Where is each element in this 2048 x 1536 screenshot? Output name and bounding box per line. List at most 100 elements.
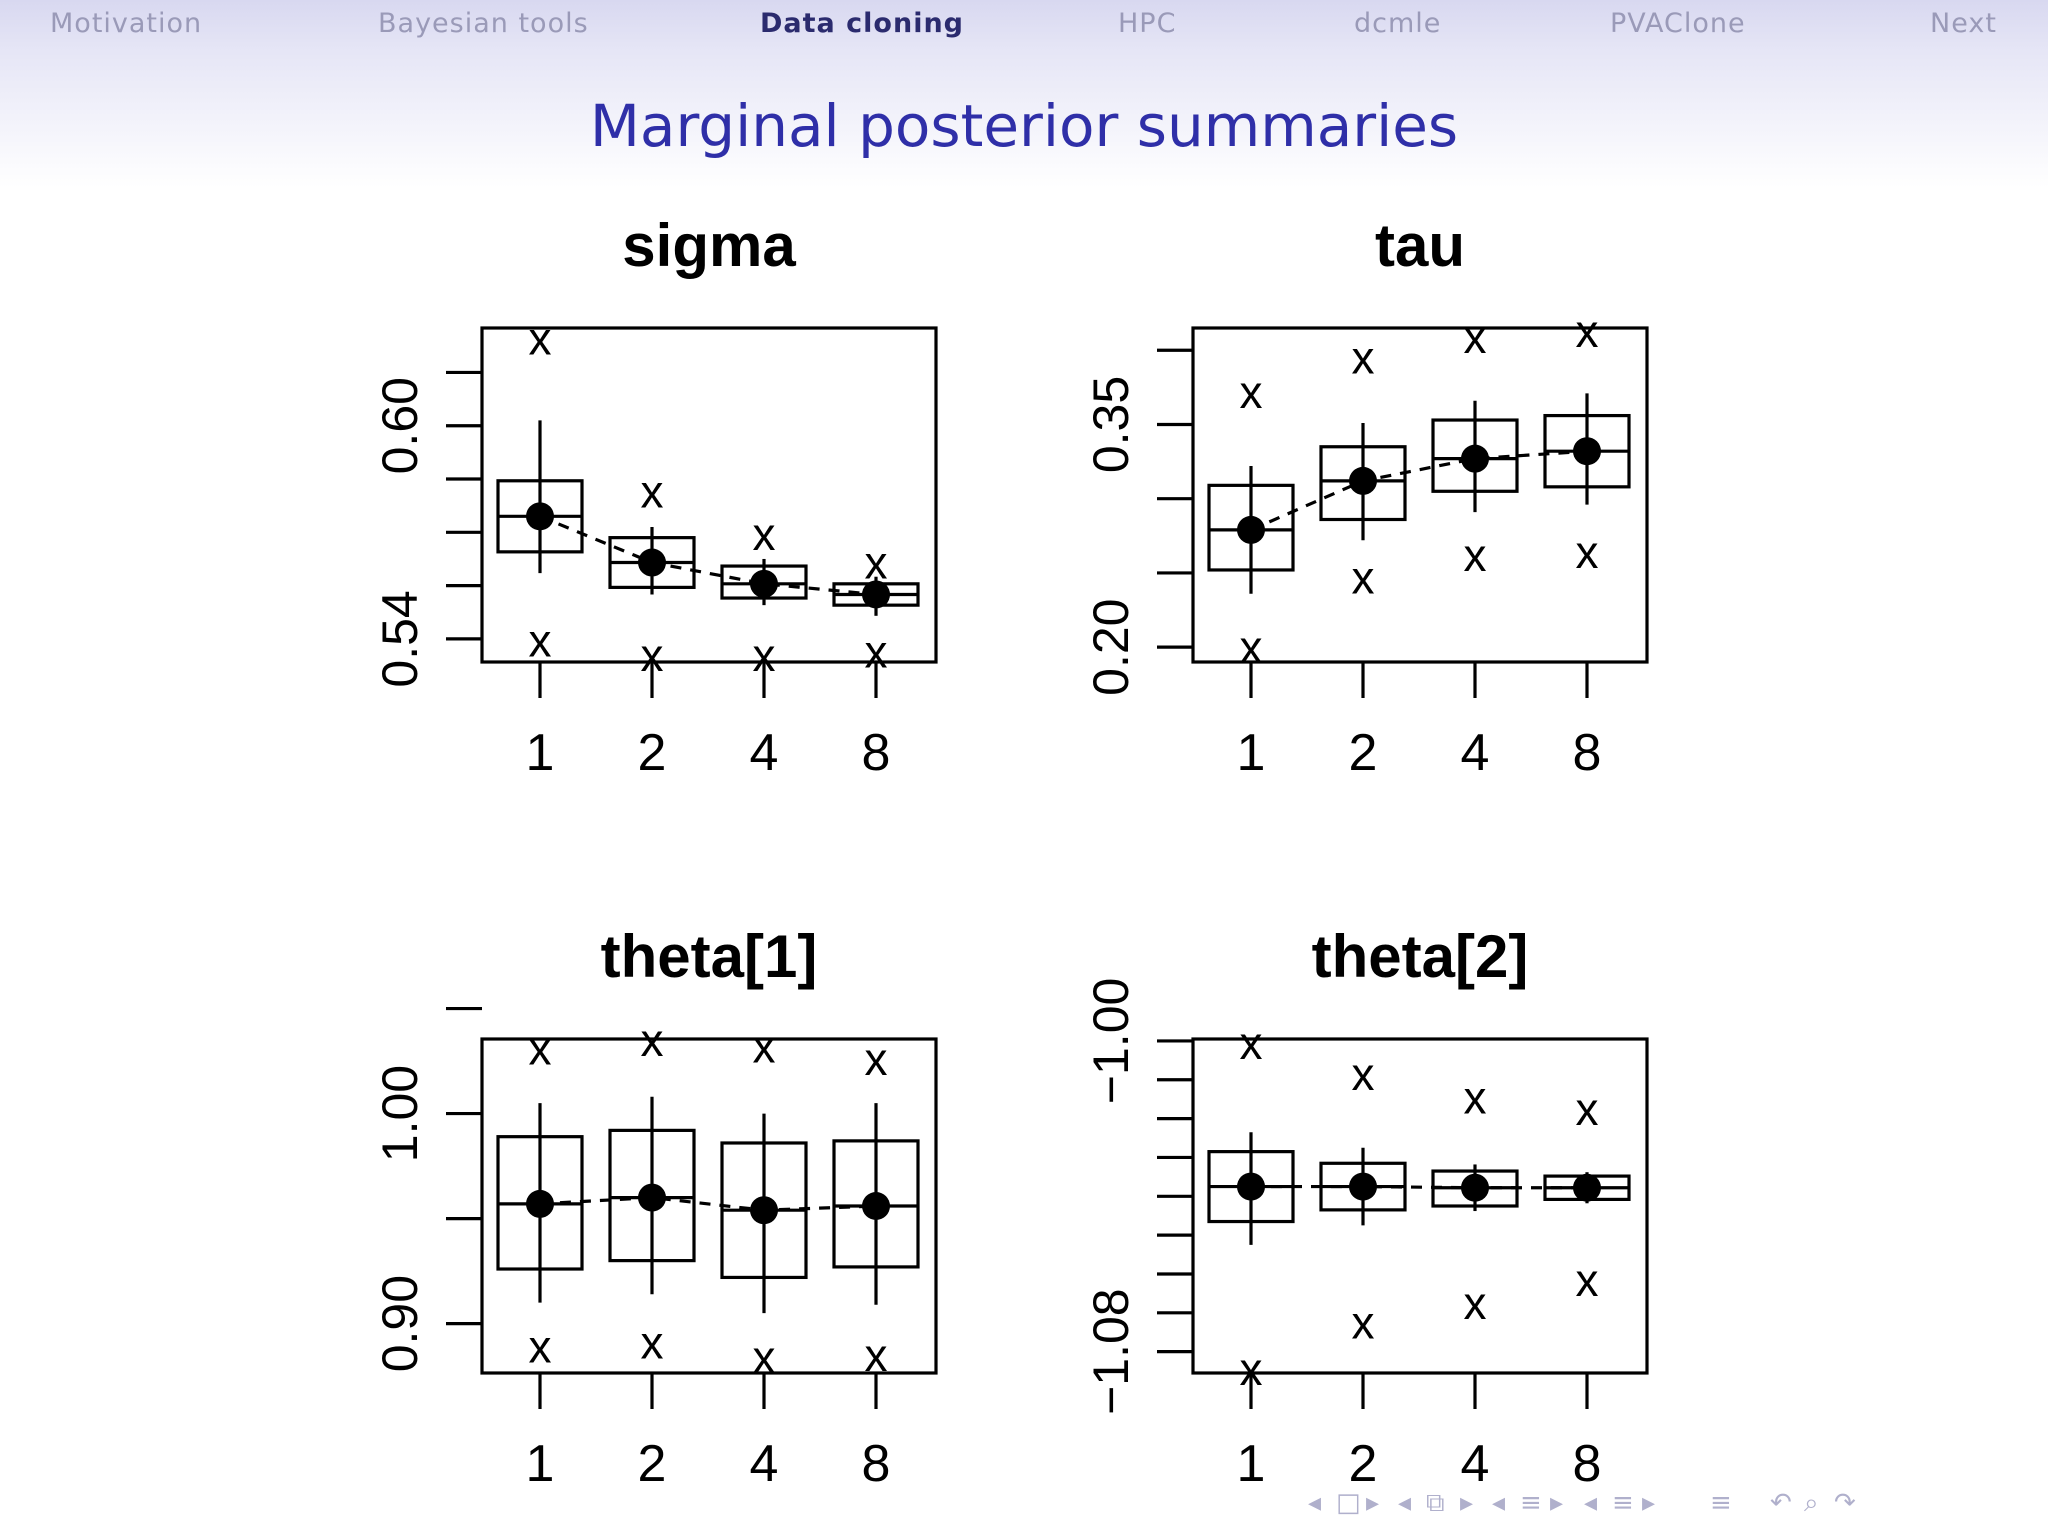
mean-point — [1349, 1172, 1377, 1201]
nav-prev-icon[interactable]: ◂ — [1492, 1488, 1506, 1518]
extreme-marker: x — [753, 629, 776, 681]
mean-point — [638, 548, 666, 577]
extreme-marker: x — [865, 537, 888, 589]
mean-trend-line — [1251, 1184, 1587, 1190]
interval-box — [832, 1139, 920, 1269]
mean-trend-line — [1250, 449, 1588, 532]
nav-next-icon[interactable]: ▸ — [1460, 1488, 1474, 1518]
frame-title-band — [0, 52, 2048, 188]
undo-icon[interactable]: ↶ — [1770, 1488, 1792, 1518]
extreme-marker: x — [1464, 1071, 1487, 1123]
x-tick-label: 2 — [638, 1435, 667, 1493]
extreme-marker: x — [1576, 1083, 1599, 1135]
extreme-marker: x — [1576, 305, 1599, 357]
plot-frame — [480, 326, 938, 664]
search-icon[interactable]: ⌕ — [1804, 1488, 1819, 1518]
y-tick-label: 1.00 — [372, 1065, 428, 1162]
plot-frame — [1191, 1037, 1649, 1375]
chart-title: theta[1] — [601, 923, 818, 990]
mean-point — [750, 569, 778, 598]
plot-frame — [480, 1037, 938, 1375]
x-tick-label: 4 — [1461, 1435, 1490, 1493]
mean-point — [750, 1196, 778, 1225]
subsection-icon[interactable]: ≡ — [1520, 1488, 1542, 1518]
extreme-marker: x — [529, 1022, 552, 1074]
chart-title: sigma — [622, 212, 796, 279]
extreme-marker: x — [641, 1014, 664, 1066]
extreme-marker: x — [1464, 529, 1487, 581]
mean-trend-line — [539, 1195, 877, 1212]
x-tick-label: 4 — [1461, 724, 1490, 782]
interval-box — [1207, 483, 1295, 572]
nav-section-motivation[interactable]: Motivation — [50, 8, 203, 39]
mean-point — [526, 502, 554, 531]
extreme-marker: x — [1240, 366, 1263, 418]
extreme-marker: x — [1576, 526, 1599, 578]
x-tick-label: 1 — [526, 1435, 555, 1493]
x-tick-label: 2 — [638, 724, 667, 782]
outline-icon[interactable]: ≡ — [1710, 1488, 1732, 1518]
nav-prev-icon[interactable]: ◂ — [1398, 1488, 1412, 1518]
mean-point — [1237, 1172, 1265, 1201]
y-tick-label: −1.08 — [1083, 1288, 1139, 1415]
x-tick-label: 8 — [1573, 1435, 1602, 1493]
nav-section-data-cloning[interactable]: Data cloning — [760, 8, 964, 39]
extreme-marker: x — [529, 1321, 552, 1373]
extreme-marker: x — [753, 1331, 776, 1383]
x-tick-label: 4 — [750, 724, 779, 782]
nav-section-pvaclone[interactable]: PVAClone — [1610, 8, 1746, 39]
plot-frame — [1191, 326, 1649, 664]
extreme-marker: x — [1464, 1277, 1487, 1329]
y-tick-label: 0.54 — [372, 590, 428, 687]
extreme-marker: x — [1352, 1297, 1375, 1349]
extreme-marker: x — [529, 313, 552, 365]
extreme-marker: x — [641, 465, 664, 517]
nav-prev-icon[interactable]: ◂ — [1584, 1488, 1598, 1518]
nav-next-icon[interactable]: ▸ — [1366, 1488, 1380, 1518]
slide-icon[interactable]: □ — [1336, 1488, 1361, 1518]
extreme-marker: x — [1464, 311, 1487, 363]
frame-icon[interactable]: ⧉ — [1426, 1488, 1445, 1518]
x-tick-label: 8 — [1573, 724, 1602, 782]
x-tick-label: 1 — [1237, 724, 1266, 782]
interval-box — [720, 564, 808, 600]
mean-trend-line — [539, 514, 877, 597]
mean-point — [862, 1192, 890, 1220]
y-tick-label: 0.35 — [1083, 376, 1139, 473]
nav-prev-icon[interactable]: ◂ — [1308, 1488, 1322, 1518]
section-icon[interactable]: ≡ — [1612, 1488, 1634, 1518]
mean-point — [1349, 466, 1377, 495]
interval-box — [1319, 445, 1407, 522]
y-tick-label: 0.60 — [372, 377, 428, 474]
extreme-marker: x — [1240, 1017, 1263, 1069]
extreme-marker: x — [641, 629, 664, 681]
extreme-marker: x — [1240, 1343, 1263, 1395]
nav-section-dcmle[interactable]: dcmle — [1354, 8, 1442, 39]
chart-title: tau — [1375, 212, 1465, 279]
nav-next-icon[interactable]: ▸ — [1642, 1488, 1656, 1518]
redo-icon[interactable]: ↷ — [1834, 1488, 1856, 1518]
extreme-marker: x — [1352, 551, 1375, 603]
extreme-marker: x — [753, 1020, 776, 1072]
nav-section-hpc[interactable]: HPC — [1118, 8, 1177, 39]
nav-next-icon[interactable]: ▸ — [1550, 1488, 1564, 1518]
mean-point — [638, 1183, 666, 1212]
mean-point — [526, 1189, 554, 1218]
extreme-marker: x — [753, 508, 776, 560]
mean-point — [1573, 437, 1601, 466]
interval-box — [608, 1128, 696, 1263]
x-tick-label: 2 — [1349, 724, 1378, 782]
extreme-marker: x — [865, 1329, 888, 1381]
frame-title: Marginal posterior summaries — [589, 92, 1459, 160]
interval-box — [1431, 418, 1519, 493]
nav-section-bayesian-tools[interactable]: Bayesian tools — [378, 8, 589, 39]
nav-section-next[interactable]: Next — [1930, 8, 1997, 39]
y-tick-label: 0.20 — [1083, 598, 1139, 695]
x-tick-label: 8 — [862, 1435, 891, 1493]
extreme-marker: x — [1352, 332, 1375, 384]
x-tick-label: 1 — [1237, 1435, 1266, 1493]
extreme-marker: x — [529, 615, 552, 667]
extreme-marker: x — [865, 1033, 888, 1085]
mean-point — [1573, 1173, 1601, 1202]
